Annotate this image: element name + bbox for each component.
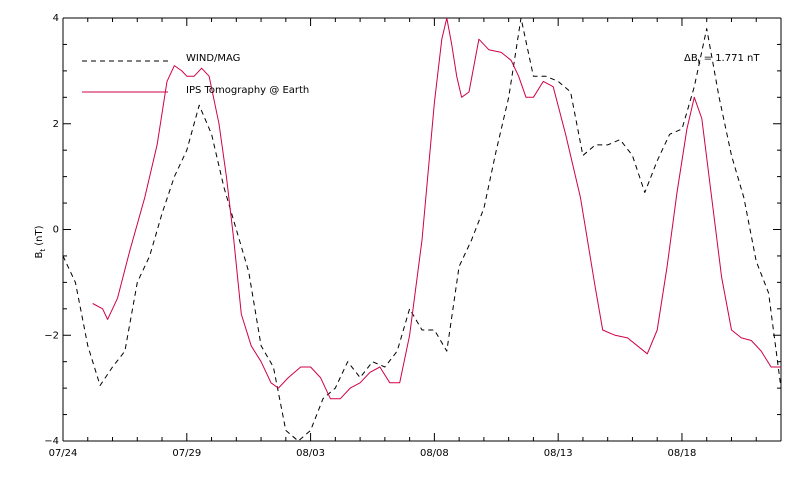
y-axis-label: Bt (nT) xyxy=(34,225,47,258)
series-line-ips-tomography xyxy=(92,18,781,400)
plot-frame xyxy=(62,17,782,442)
axis-tick-labels: 07/24 07/29 08/03 08/08 08/13 08/18 −4 −2 0 2 4 xyxy=(44,13,696,459)
y-tick-label: 2 xyxy=(53,119,59,130)
legend: WIND/MAG IPS Tomography @ Earth xyxy=(82,53,309,96)
x-tick-label: 08/08 xyxy=(420,448,449,459)
y-tick-label: 4 xyxy=(53,13,59,24)
y-tick-label: −2 xyxy=(44,330,59,341)
x-tick-label: 08/03 xyxy=(296,448,325,459)
x-tick-label: 07/29 xyxy=(172,448,201,459)
delta-bt-annotation: ΔBt = 1.771 nT xyxy=(684,53,760,66)
x-tick-label: 08/18 xyxy=(668,448,697,459)
x-tick-label: 08/13 xyxy=(544,448,573,459)
y-tick-label: −4 xyxy=(44,436,59,447)
series-line-wind-mag xyxy=(63,18,781,441)
y-tick-label: 0 xyxy=(53,225,59,236)
axis-ticks xyxy=(62,17,782,442)
x-tick-label: 07/24 xyxy=(49,448,78,459)
legend-label-wind: WIND/MAG xyxy=(186,53,240,64)
series-layer xyxy=(63,18,781,441)
legend-label-ips: IPS Tomography @ Earth xyxy=(186,85,309,96)
